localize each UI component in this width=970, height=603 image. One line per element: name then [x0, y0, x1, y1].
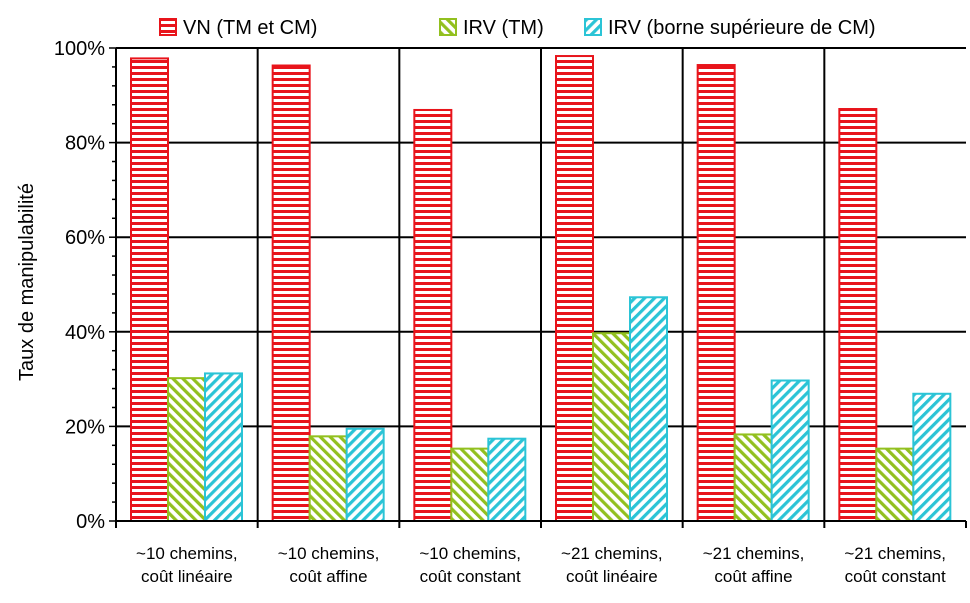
- y-tick-labels: 0% 20% 40% 60% 80% 100%: [54, 38, 105, 533]
- bar-series-0-cat-1: [271, 64, 311, 522]
- bar-series-0-cat-4: [696, 64, 736, 522]
- category-label: ~21 chemins,: [844, 544, 946, 563]
- legend-swatch-vn: [159, 18, 177, 36]
- legend-label-irv-tm: IRV (TM): [463, 17, 544, 39]
- category-label: coût linéaire: [566, 567, 658, 586]
- category-labels: ~10 chemins, coût linéaire ~10 chemins, coû…: [136, 544, 946, 586]
- bar-series-1-cat-3: [592, 332, 631, 522]
- y-axis-title: Taux de manipulabilité: [16, 183, 38, 381]
- y-tick-label: 100%: [54, 38, 105, 60]
- category-label: ~21 chemins,: [703, 544, 805, 563]
- gridlines: [116, 47, 966, 528]
- y-tick-label: 20%: [65, 416, 105, 438]
- bar-series-2-cat-0: [204, 372, 243, 523]
- category-label: ~10 chemins,: [136, 544, 238, 563]
- category-label: coût linéaire: [141, 567, 233, 586]
- bar-series-0-cat-2: [413, 108, 453, 522]
- y-tick-label: 0%: [76, 511, 105, 533]
- bar-series-1-cat-4: [733, 433, 773, 523]
- bar-series-0-cat-0: [130, 57, 169, 522]
- bar-series-2-cat-5: [912, 392, 952, 522]
- y-tick-label: 80%: [65, 133, 105, 155]
- bar-series-2-cat-4: [770, 379, 810, 523]
- bar-series-1-cat-1: [308, 435, 348, 523]
- bar-series-1-cat-0: [167, 377, 206, 522]
- bar-series-2-cat-2: [487, 437, 527, 522]
- legend-swatch-irv-tm: [439, 18, 457, 36]
- legend-label-vn: VN (TM et CM): [183, 17, 317, 39]
- category-label: coût constant: [845, 567, 946, 586]
- axes: [109, 47, 967, 528]
- bar-series-1-cat-5: [875, 447, 915, 523]
- category-label: coût affine: [714, 567, 792, 586]
- bar-series-0-cat-5: [838, 108, 878, 522]
- bar-series-2-cat-1: [345, 427, 385, 523]
- y-tick-label: 40%: [65, 322, 105, 344]
- category-label: ~10 chemins,: [419, 544, 521, 563]
- bar-series-0-cat-3: [555, 55, 594, 523]
- category-label: ~21 chemins,: [561, 544, 663, 563]
- category-label: coût affine: [289, 567, 367, 586]
- y-tick-label: 60%: [65, 227, 105, 249]
- legend: VN (TM et CM) IRV (TM) IRV (borne supéri…: [159, 17, 876, 39]
- legend-label-irv-cm: IRV (borne supérieure de CM): [608, 17, 876, 39]
- legend-swatch-irv-cm: [584, 18, 602, 36]
- category-label: coût constant: [420, 567, 521, 586]
- bar-series-2-cat-3: [629, 296, 668, 522]
- bar-series-1-cat-2: [450, 447, 490, 523]
- category-label: ~10 chemins,: [278, 544, 380, 563]
